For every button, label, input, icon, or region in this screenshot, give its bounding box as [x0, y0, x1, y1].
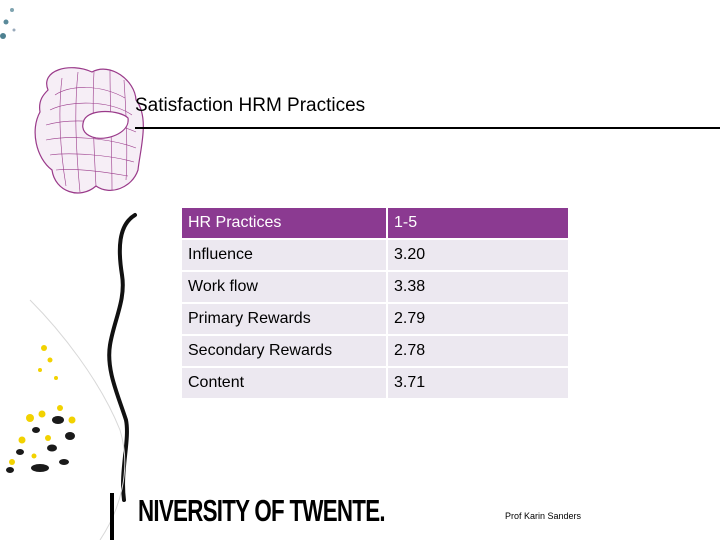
table-row: Primary Rewards 2.79	[182, 304, 568, 334]
table-row: Influence 3.20	[182, 240, 568, 270]
practice-cell: Secondary Rewards	[182, 336, 386, 366]
practice-cell: Influence	[182, 240, 386, 270]
black-splotches	[6, 416, 75, 473]
score-cell: 3.71	[388, 368, 568, 398]
header-cell: HR Practices	[182, 208, 386, 238]
score-cell: 3.38	[388, 272, 568, 302]
score-cell: 2.79	[388, 304, 568, 334]
university-logo: NIVERSITY OF TWENTE.	[138, 493, 386, 528]
gray-curve	[29, 299, 126, 540]
score-cell: 2.78	[388, 336, 568, 366]
table-row: Content 3.71	[182, 368, 568, 398]
practice-cell: Primary Rewards	[182, 304, 386, 334]
hr-practices-table: HR Practices 1-5 Influence 3.20 Work flo…	[180, 206, 570, 400]
decorative-artwork	[0, 8, 144, 540]
header-cell: 1-5	[388, 208, 568, 238]
slide-title: Satisfaction HRM Practices	[135, 95, 366, 116]
table-row: Secondary Rewards 2.78	[182, 336, 568, 366]
practice-cell: Work flow	[182, 272, 386, 302]
logo-bar	[110, 493, 114, 540]
yellow-dots	[9, 345, 76, 465]
score-cell: 3.20	[388, 240, 568, 270]
top-dots	[0, 8, 16, 39]
table-row: Work flow 3.38	[182, 272, 568, 302]
author-label: Prof Karin Sanders	[505, 511, 582, 521]
practice-cell: Content	[182, 368, 386, 398]
table-header-row: HR Practices 1-5	[182, 208, 568, 238]
wireframe-blob	[34, 67, 144, 194]
curvy-line	[107, 213, 137, 502]
title-divider	[135, 127, 720, 129]
